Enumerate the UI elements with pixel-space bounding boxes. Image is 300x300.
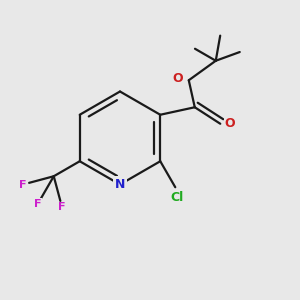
Text: O: O bbox=[225, 117, 236, 130]
Text: F: F bbox=[19, 180, 26, 190]
Text: O: O bbox=[173, 72, 183, 85]
Text: Cl: Cl bbox=[170, 191, 183, 204]
Text: F: F bbox=[34, 199, 41, 209]
Text: F: F bbox=[58, 202, 66, 212]
Text: N: N bbox=[115, 178, 125, 191]
